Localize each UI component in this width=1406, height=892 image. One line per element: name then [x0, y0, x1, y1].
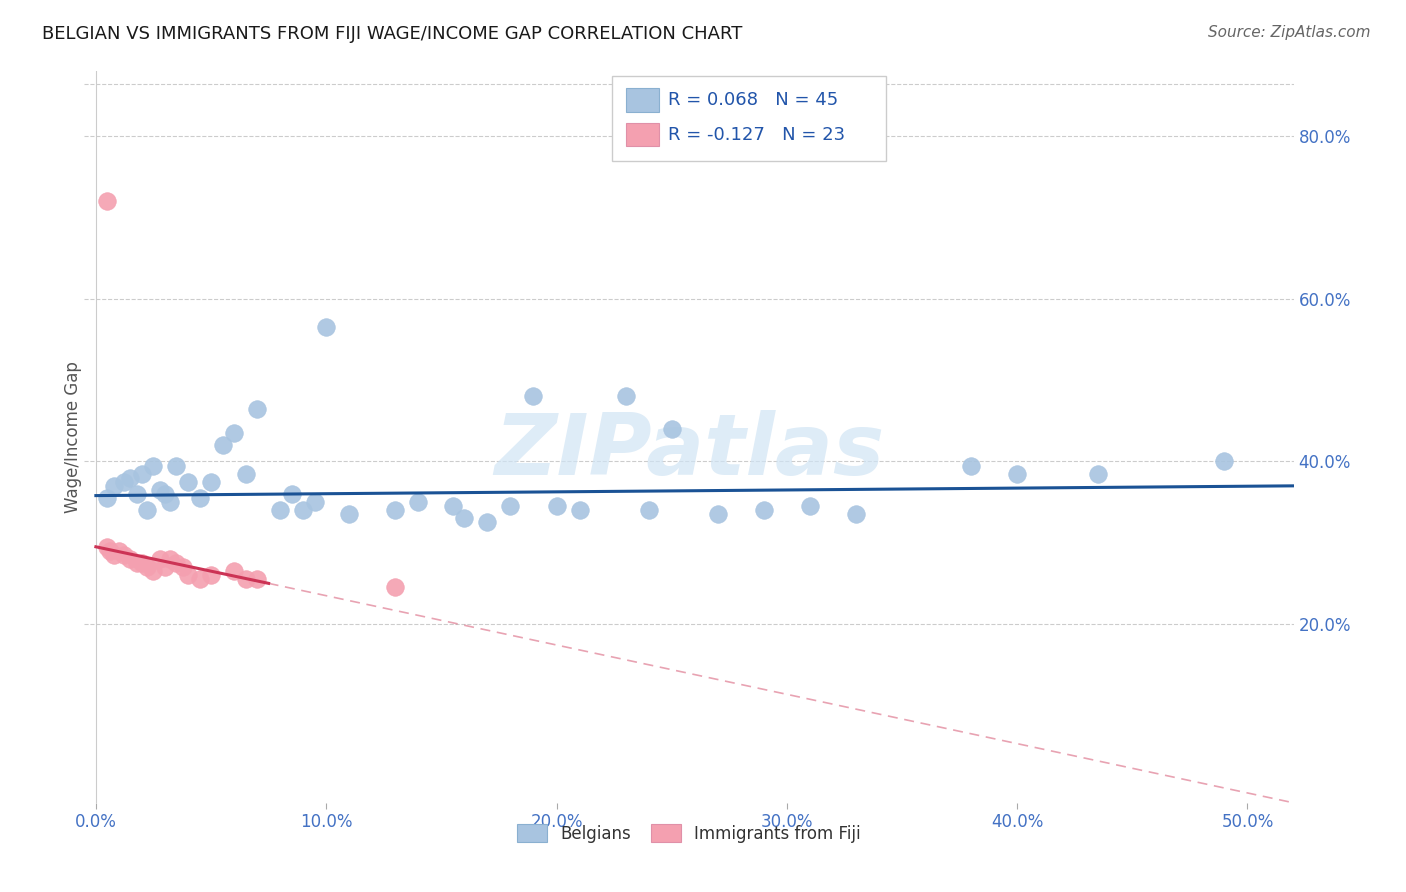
Legend: Belgians, Immigrants from Fiji: Belgians, Immigrants from Fiji [510, 818, 868, 849]
Point [120, 552, 142, 566]
Point [222, 425, 245, 440]
Y-axis label: Wage/Income Gap: Wage/Income Gap [65, 361, 82, 513]
Point [235, 467, 257, 481]
Point [1005, 467, 1028, 481]
Point [188, 572, 211, 586]
Point [166, 556, 188, 570]
Point [453, 511, 475, 525]
Point [1213, 454, 1236, 468]
Point [304, 495, 326, 509]
Point [408, 495, 430, 509]
Point [568, 503, 591, 517]
Point [98, 544, 121, 558]
Text: BELGIAN VS IMMIGRANTS FROM FIJI WAGE/INCOME GAP CORRELATION CHART: BELGIAN VS IMMIGRANTS FROM FIJI WAGE/INC… [42, 25, 742, 43]
Point [159, 495, 181, 509]
Point [112, 548, 135, 562]
Point [108, 544, 131, 558]
Point [246, 401, 269, 416]
Point [477, 516, 499, 530]
Point [127, 487, 149, 501]
Point [845, 508, 868, 522]
Point [499, 499, 522, 513]
Point [149, 552, 172, 566]
Point [149, 483, 172, 497]
Point [172, 560, 194, 574]
Point [752, 503, 775, 517]
Point [159, 552, 181, 566]
Point [269, 503, 291, 517]
Point [706, 508, 728, 522]
Point [200, 475, 222, 489]
Point [1087, 467, 1109, 481]
Point [211, 438, 233, 452]
Point [96, 194, 118, 209]
Point [131, 556, 153, 570]
Point [103, 479, 125, 493]
Point [135, 560, 157, 574]
Point [200, 568, 222, 582]
Point [153, 487, 176, 501]
Point [235, 572, 257, 586]
Point [96, 491, 118, 505]
Text: R = -0.127   N = 23: R = -0.127 N = 23 [668, 126, 845, 144]
Text: R = 0.068   N = 45: R = 0.068 N = 45 [668, 91, 838, 109]
Point [135, 503, 157, 517]
Point [131, 467, 153, 481]
Point [222, 564, 245, 578]
Point [522, 389, 544, 403]
Point [546, 499, 568, 513]
Text: ZIPatlas: ZIPatlas [494, 410, 884, 493]
Point [246, 572, 269, 586]
Point [337, 508, 360, 522]
Text: Source: ZipAtlas.com: Source: ZipAtlas.com [1208, 25, 1371, 40]
Point [188, 491, 211, 505]
Point [96, 540, 118, 554]
Point [127, 556, 149, 570]
Point [384, 581, 406, 595]
Point [142, 458, 165, 473]
Point [637, 503, 659, 517]
Point [315, 320, 337, 334]
Point [177, 475, 200, 489]
Point [103, 548, 125, 562]
Point [153, 560, 176, 574]
Point [280, 487, 302, 501]
Point [384, 503, 406, 517]
Point [112, 475, 135, 489]
Point [120, 471, 142, 485]
Point [960, 458, 983, 473]
Point [142, 564, 165, 578]
Point [166, 458, 188, 473]
Point [177, 568, 200, 582]
Point [799, 499, 821, 513]
Point [614, 389, 637, 403]
Point [661, 422, 683, 436]
Point [292, 503, 315, 517]
Point [441, 499, 464, 513]
